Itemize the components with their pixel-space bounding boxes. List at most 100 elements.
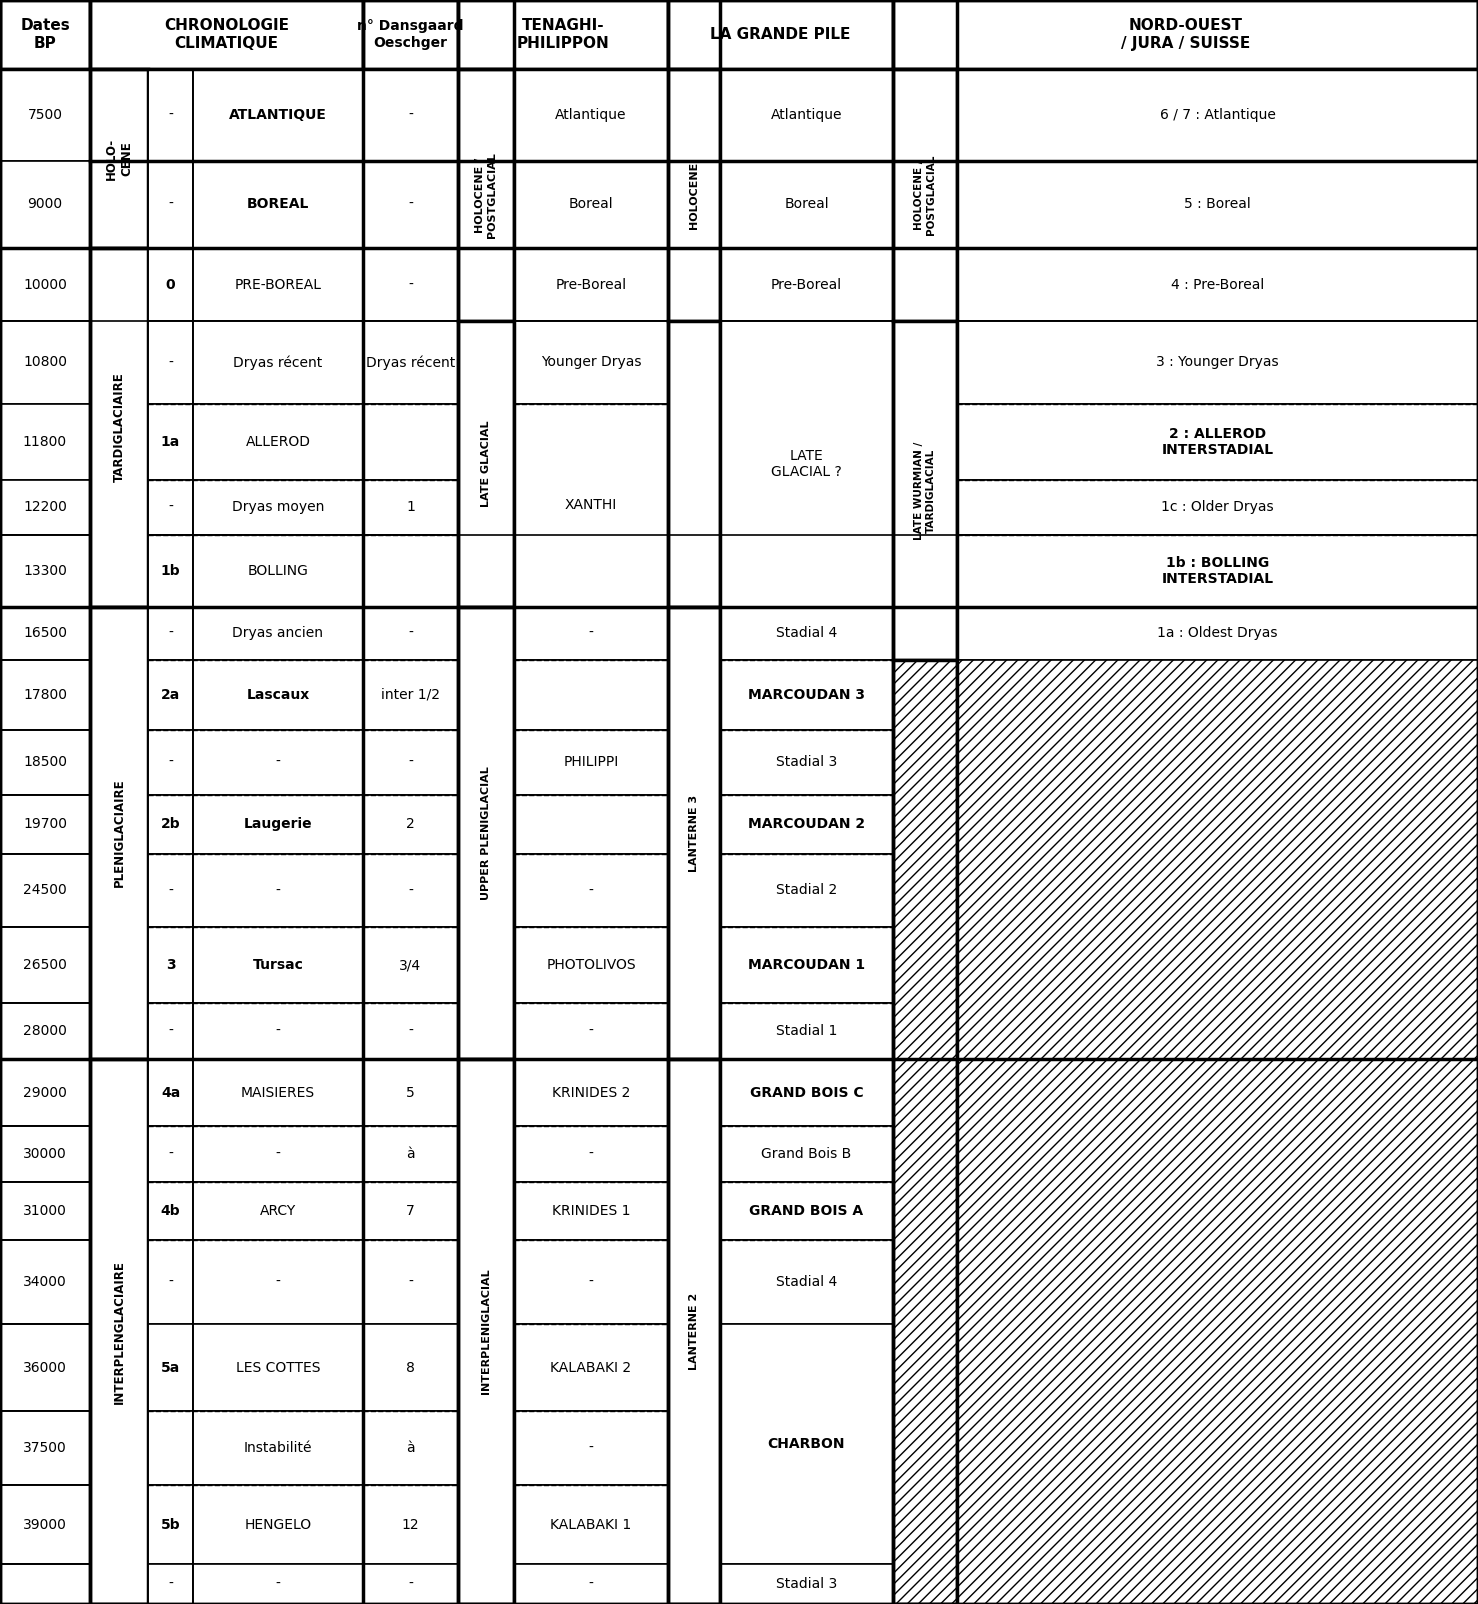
Bar — [148, 1059, 194, 1126]
Bar — [514, 404, 668, 606]
Text: LES COTTES: LES COTTES — [236, 1360, 321, 1375]
Bar — [720, 1182, 893, 1240]
Text: HENGELO: HENGELO — [244, 1517, 312, 1532]
Text: -: - — [275, 1147, 281, 1161]
Bar — [956, 480, 1478, 534]
Bar — [0, 853, 90, 927]
Text: ALLEROD: ALLEROD — [245, 435, 310, 449]
Bar — [364, 0, 458, 69]
Text: -: - — [588, 1147, 594, 1161]
Bar — [194, 606, 364, 659]
Text: 37500: 37500 — [24, 1440, 67, 1455]
Text: -: - — [275, 884, 281, 897]
Text: ARCY: ARCY — [260, 1205, 296, 1217]
Text: 0: 0 — [166, 277, 176, 292]
Bar — [668, 0, 893, 69]
Bar — [458, 606, 514, 1059]
Bar — [514, 1126, 668, 1182]
Text: 5b: 5b — [161, 1517, 180, 1532]
Bar — [720, 730, 893, 796]
Text: Dryas récent: Dryas récent — [367, 354, 455, 369]
Text: 24500: 24500 — [24, 884, 67, 897]
Bar — [0, 534, 90, 606]
Bar — [364, 1002, 458, 1059]
Text: 1a : Oldest Dryas: 1a : Oldest Dryas — [1157, 626, 1278, 640]
Text: NORD-OUEST
/ JURA / SUISSE: NORD-OUEST / JURA / SUISSE — [1120, 18, 1250, 51]
Text: -: - — [275, 1275, 281, 1290]
Text: 3: 3 — [166, 958, 176, 972]
Text: 4 : Pre-Boreal: 4 : Pre-Boreal — [1171, 277, 1264, 292]
Text: GRAND BOIS A: GRAND BOIS A — [749, 1205, 863, 1217]
Bar — [0, 796, 90, 853]
Text: -: - — [168, 356, 173, 369]
Text: LATE WURMIAN /
TARDIGLACIAL: LATE WURMIAN / TARDIGLACIAL — [915, 441, 936, 539]
Text: -: - — [408, 107, 412, 122]
Text: MAISIERES: MAISIERES — [241, 1086, 315, 1100]
Bar — [194, 69, 364, 160]
Text: Stadial 4: Stadial 4 — [776, 1275, 837, 1290]
Bar — [194, 160, 364, 249]
Bar — [148, 534, 194, 606]
Bar — [0, 321, 90, 404]
Bar — [364, 730, 458, 796]
Bar — [364, 1412, 458, 1485]
Bar — [514, 1182, 668, 1240]
Bar — [720, 1126, 893, 1182]
Bar — [148, 1240, 194, 1325]
Bar — [364, 69, 458, 160]
Text: 2: 2 — [406, 818, 415, 831]
Text: PRE-BOREAL: PRE-BOREAL — [235, 277, 322, 292]
Text: -: - — [408, 1275, 412, 1290]
Text: Dryas récent: Dryas récent — [234, 354, 322, 369]
Bar — [194, 1564, 364, 1604]
Bar — [194, 480, 364, 534]
Bar — [514, 853, 668, 927]
Bar — [364, 1126, 458, 1182]
Bar — [194, 404, 364, 480]
Text: 29000: 29000 — [24, 1086, 67, 1100]
Text: 2b: 2b — [161, 818, 180, 831]
Bar — [720, 321, 893, 606]
Text: KALABAKI 2: KALABAKI 2 — [550, 1360, 631, 1375]
Bar — [668, 321, 720, 606]
Bar — [0, 160, 90, 249]
Text: -: - — [168, 1147, 173, 1161]
Text: 11800: 11800 — [24, 435, 67, 449]
Bar — [514, 249, 668, 321]
Bar — [148, 1564, 194, 1604]
Text: Laugerie: Laugerie — [244, 818, 312, 831]
Text: Atlantique: Atlantique — [770, 107, 842, 122]
Bar — [720, 1240, 893, 1325]
Text: XANTHI: XANTHI — [565, 499, 618, 512]
Text: Boreal: Boreal — [785, 197, 829, 212]
Bar — [148, 606, 194, 659]
Bar — [194, 534, 364, 606]
Text: LA GRANDE PILE: LA GRANDE PILE — [711, 27, 851, 42]
Bar — [0, 404, 90, 480]
Bar — [458, 1059, 514, 1604]
Bar — [893, 0, 1478, 69]
Bar — [194, 1182, 364, 1240]
Bar — [194, 1059, 364, 1126]
Text: TENAGHI-
PHILIPPON: TENAGHI- PHILIPPON — [517, 18, 609, 51]
Text: TARDIGLACIAIRE: TARDIGLACIAIRE — [112, 372, 126, 483]
Bar — [0, 69, 90, 160]
Bar — [194, 730, 364, 796]
Bar — [514, 69, 668, 160]
Bar — [514, 1059, 668, 1126]
Text: LANTERNE 3: LANTERNE 3 — [689, 794, 699, 871]
Text: à: à — [406, 1440, 415, 1455]
Text: Stadial 3: Stadial 3 — [776, 755, 837, 770]
Text: KRINIDES 2: KRINIDES 2 — [551, 1086, 630, 1100]
Text: Grand Bois B: Grand Bois B — [761, 1147, 851, 1161]
Bar — [458, 321, 514, 606]
Text: -: - — [588, 1577, 594, 1591]
Text: 17800: 17800 — [24, 688, 67, 703]
Text: -: - — [408, 1025, 412, 1038]
Text: 4b: 4b — [161, 1205, 180, 1217]
Text: 5: 5 — [406, 1086, 415, 1100]
Bar — [893, 659, 956, 1604]
Bar — [668, 69, 720, 321]
Text: -: - — [588, 884, 594, 897]
Bar — [893, 321, 956, 659]
